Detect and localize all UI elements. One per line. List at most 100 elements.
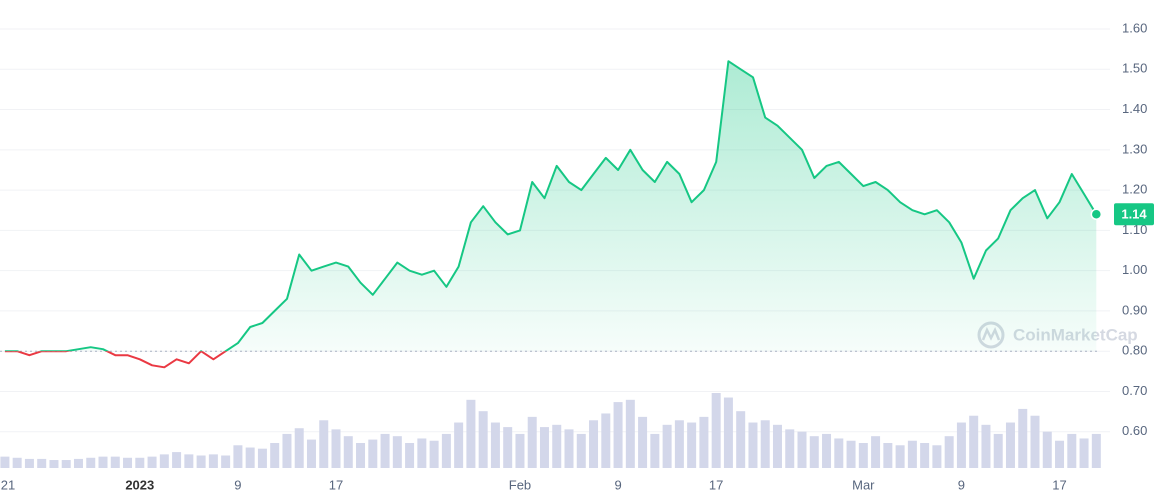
volume-bar [638,416,648,468]
volume-bar [196,455,206,468]
volume-bar [822,433,832,468]
volume-bar [687,422,697,468]
volume-bar [711,393,721,468]
volume-bar [662,424,672,468]
volume-bar [1018,408,1028,468]
volume-bar [1030,415,1040,468]
volume-bar [907,440,917,468]
volume-bar [86,457,96,468]
volume-bar [429,440,439,468]
y-tick-label: 0.60 [1122,423,1147,438]
volume-bar [135,457,145,468]
volume-bar [871,436,881,468]
y-tick-label: 0.80 [1122,343,1147,358]
volume-bar [969,415,979,468]
volume-bar [601,413,611,468]
volume-bar [736,411,746,468]
y-tick-label: 1.00 [1122,262,1147,277]
volume-bar [797,431,807,468]
volume-bar [257,448,267,468]
volume-bar [834,438,844,468]
volume-bar [944,436,954,468]
volume-bar [356,443,366,468]
x-tick-label: 9 [958,477,965,492]
volume-bar [1079,438,1089,468]
volume-bar [380,433,390,468]
price-area [4,61,1097,352]
current-price-box [1114,203,1154,226]
volume-bar [343,436,353,468]
volume-bar [147,456,157,468]
volume-bar [441,433,451,468]
price-line-below [4,351,228,369]
volume-bar [748,422,758,468]
volume-bar [785,429,795,468]
volume-bar [184,454,194,468]
volume-bar [981,424,991,468]
volume-bar [417,438,427,468]
volume-bar [956,422,966,468]
volume-bar [1042,431,1052,468]
volume-bar [674,420,684,468]
volume-bar [515,433,525,468]
volume-bar [159,454,169,468]
volume-bar [858,443,868,468]
volume-bar [1005,422,1015,468]
x-tick-label: 17 [709,477,723,492]
volume-bar [503,427,513,468]
volume-bar [98,456,108,468]
y-tick-label: 0.90 [1122,302,1147,317]
volume-bar [760,420,770,468]
volume-bar [49,460,59,468]
volume-bar [1067,433,1077,468]
volume-bar [221,455,231,468]
volume-bar [319,420,329,468]
volume-bar [405,443,415,468]
volume-bar [110,456,120,468]
volume-bar [208,454,218,468]
volume-bar [294,428,304,468]
volume-bar [589,420,599,468]
y-tick-label: 1.50 [1122,61,1147,76]
volume-bar [245,447,255,468]
volume-bar [368,439,378,468]
x-tick-label: 9 [234,477,241,492]
volume-bar [932,445,942,468]
volume-bar [895,445,905,468]
y-tick-label: 1.60 [1122,20,1147,35]
volume-bar [883,443,893,468]
x-tick-label: 9 [614,477,621,492]
volume-bar [552,424,562,468]
volume-bar [613,402,623,468]
volume-bar [723,397,733,468]
volume-bar [576,433,586,468]
x-tick-label: Mar [852,477,875,492]
volume-bar [490,422,500,468]
volume-bar [233,445,243,468]
volume-bar [12,457,22,468]
volume-bar [392,436,402,468]
x-tick-label: 21 [1,477,15,492]
volume-bar [478,411,488,468]
volume-bar [920,443,930,468]
volume-bar [699,416,709,468]
volume-bar [454,422,464,468]
volume-bar [625,399,635,468]
volume-bar [172,452,182,468]
volume-bar [772,424,782,468]
y-tick-label: 0.70 [1122,383,1147,398]
volume-bar [306,439,316,468]
volume-bar [1091,433,1101,468]
volume-bar [123,457,133,468]
x-tick-label: 2023 [125,477,154,492]
volume-bar [1055,440,1065,468]
volume-bar [270,443,280,468]
price-line [4,60,1098,352]
y-tick-label: 1.20 [1122,182,1147,197]
volume-bar [73,458,83,468]
volume-bar [809,436,819,468]
x-tick-label: Feb [509,477,531,492]
y-tick-label: 1.30 [1122,141,1147,156]
